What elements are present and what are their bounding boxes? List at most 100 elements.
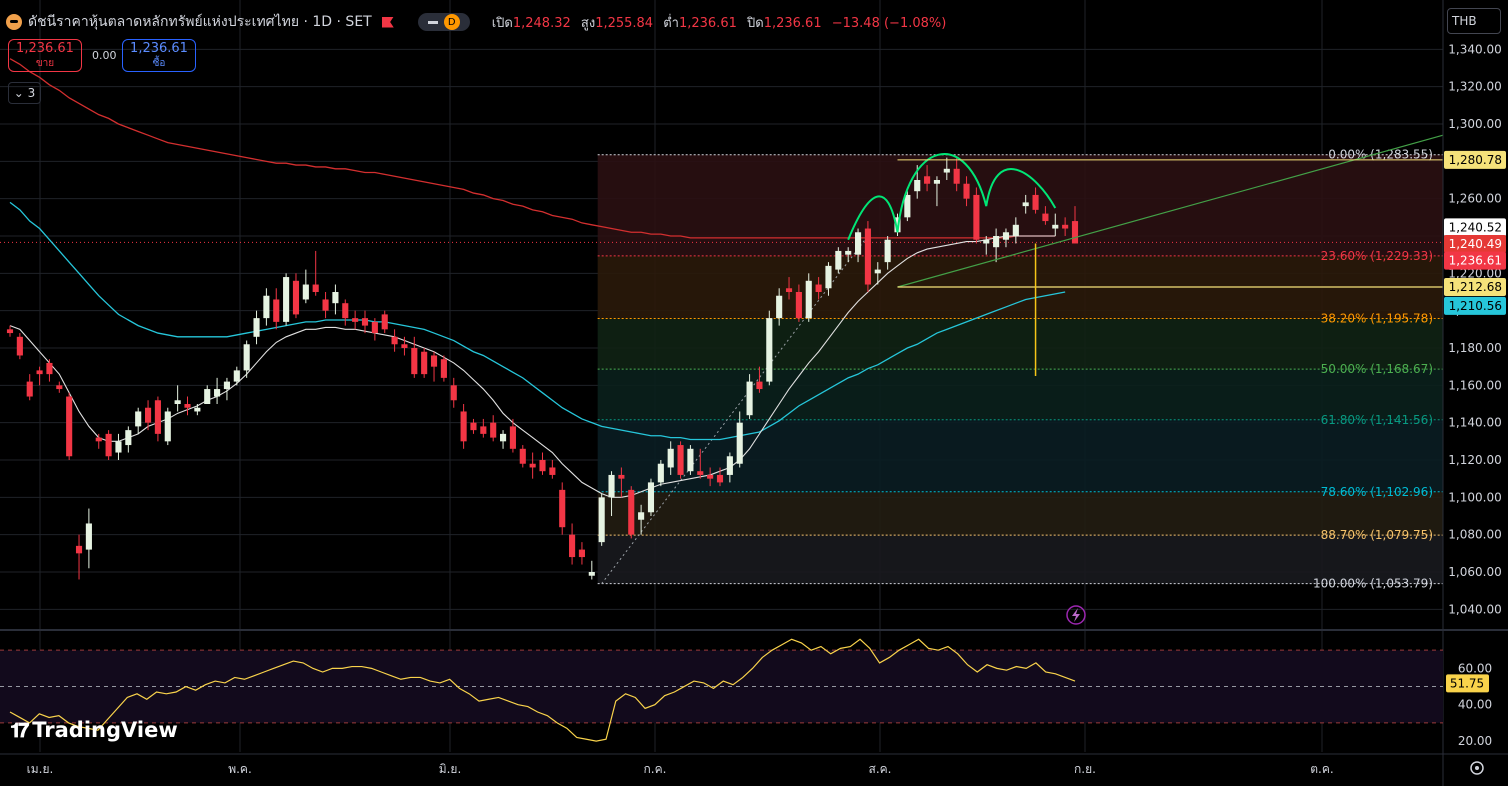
candle-body [411, 348, 418, 375]
candle-body [785, 288, 793, 292]
candle-body [6, 329, 14, 334]
candle-body [638, 512, 645, 520]
candle-body [352, 318, 359, 322]
candle-body [904, 194, 911, 218]
candle-body [805, 280, 812, 319]
candle-body [273, 299, 280, 322]
currency-button[interactable]: THB [1447, 8, 1501, 34]
sell-button[interactable]: 1,236.61 ขาย [8, 39, 82, 72]
chart-header: ดัชนีราคาหุ้นตลาดหลักทรัพย์แห่งประเทศไทย… [6, 8, 952, 36]
candle-body [391, 336, 398, 345]
candle-body [371, 321, 378, 334]
candle-body [874, 269, 881, 274]
candle-body [569, 534, 576, 558]
candle-body [618, 474, 625, 479]
candle-body [667, 448, 674, 468]
fib-level-label: 78.60% (1,102.96) [1321, 485, 1433, 499]
candle-body [559, 489, 566, 528]
price-axis-tick: 1,040.00 [1448, 602, 1501, 616]
candle-body [26, 381, 33, 397]
candle-body [519, 448, 526, 464]
candle-body [578, 549, 586, 558]
price-label-resistance: 1,280.78 [1449, 153, 1502, 167]
low-label: ต่ำ [663, 15, 679, 31]
ema-white-line [9, 235, 1056, 498]
candle-body [746, 381, 753, 416]
candle-body [342, 303, 349, 319]
rsi-axis-tick: 60.00 [1458, 661, 1492, 675]
candle-body [914, 180, 921, 192]
price-label-support: 1,212.68 [1449, 280, 1502, 294]
candle-body [835, 250, 842, 270]
candle-body [499, 433, 507, 442]
candle-body [332, 292, 339, 304]
price-label-last: 1,236.61 [1449, 254, 1502, 268]
candle-body [1071, 221, 1079, 244]
low-value: 1,236.61 [678, 15, 737, 31]
sell-price: 1,236.61 [16, 41, 74, 56]
price-axis-tick: 1,140.00 [1448, 416, 1501, 430]
buy-price: 1,236.61 [130, 41, 188, 56]
time-axis: เม.ย. พ.ค. มิ.ย. ก.ค. ส.ค. ก.ย. ต.ค. [27, 762, 1334, 776]
candle-body [115, 441, 122, 453]
head-and-shoulders-pattern [847, 153, 1057, 241]
candle-body [825, 265, 832, 289]
price-axis-tick: 1,320.00 [1448, 80, 1501, 94]
candle-body [973, 194, 980, 240]
candle-body [263, 295, 270, 319]
candle-body [1052, 224, 1059, 229]
candle-body [135, 411, 142, 427]
candle-body [677, 445, 684, 475]
candle-body [95, 437, 102, 442]
candle-body [707, 474, 714, 479]
candle-body [233, 370, 240, 382]
candle-body [529, 463, 536, 468]
currency-label: THB [1452, 14, 1477, 28]
candle-body [943, 168, 950, 173]
price-axis: 1,340.001,320.001,300.001,280.001,260.00… [1444, 42, 1506, 616]
candle-body [924, 176, 931, 184]
time-axis-label: ส.ค. [869, 762, 892, 776]
interval-pill[interactable]: D [417, 13, 470, 31]
candle-body [401, 344, 408, 348]
candle-body [1012, 224, 1019, 236]
indicators-toggle[interactable]: ⌄ 3 [8, 82, 41, 104]
tradingview-logo: 𝟏𝟕 TradingView [10, 718, 178, 742]
fib-level-label: 0.00% (1,283.55) [1328, 148, 1433, 162]
candle-body [361, 318, 369, 326]
flag-icon[interactable] [381, 16, 394, 28]
symbol-logo-icon [6, 14, 22, 30]
high-label: สูง [580, 15, 596, 31]
close-label: ปิด [747, 15, 764, 31]
candle-body [194, 407, 201, 412]
price-label-ema-red: 1,240.49 [1449, 237, 1502, 251]
price-axis-tick: 1,340.00 [1448, 42, 1501, 56]
candle-body [716, 474, 724, 483]
candles [6, 157, 1079, 580]
fib-level-label: 23.60% (1,229.33) [1321, 249, 1433, 263]
fib-level-label: 61.80% (1,141.56) [1321, 413, 1433, 427]
time-axis-label: มิ.ย. [439, 762, 462, 776]
settings-gear-icon [1470, 761, 1484, 775]
candle-body [283, 277, 290, 322]
candle-body [993, 236, 1000, 248]
candle-body [292, 280, 300, 315]
symbol-title[interactable]: ดัชนีราคาหุ้นตลาดหลักทรัพย์แห่งประเทศไทย… [28, 14, 372, 30]
buy-button[interactable]: 1,236.61 ซื้อ [122, 39, 196, 72]
tradingview-mark-icon: 𝟏𝟕 [10, 718, 29, 742]
fib-zone [597, 369, 1443, 420]
candle-body [125, 430, 132, 446]
fibonacci-retracement: 0.00% (1,283.55) 23.60% (1,229.33) 38.20% … [597, 148, 1443, 591]
rsi-value-label-bg [1446, 674, 1489, 693]
candle-body [647, 482, 655, 513]
candle-body [85, 523, 92, 550]
candle-body [105, 433, 112, 457]
price-axis-tick: 1,180.00 [1448, 341, 1501, 355]
price-axis-tick: 1,060.00 [1448, 565, 1501, 579]
candle-body [736, 422, 743, 464]
ema-cyan-line [9, 201, 1066, 441]
fib-zone [597, 318, 1443, 370]
ema-red-line [9, 58, 1056, 239]
time-axis-label: พ.ค. [228, 762, 252, 776]
